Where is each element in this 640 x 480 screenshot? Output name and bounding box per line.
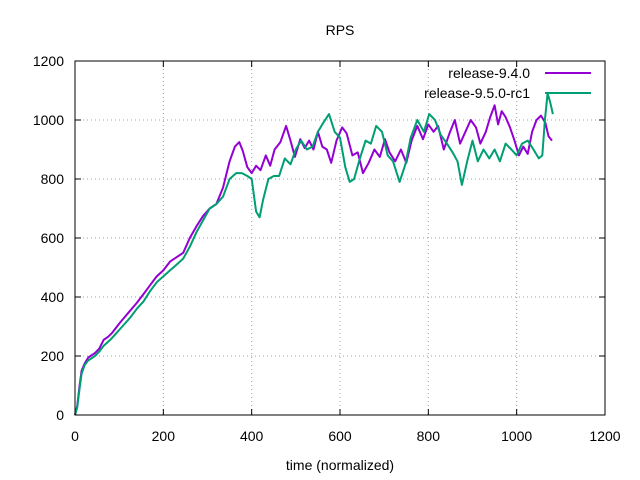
x-tick-label: 0: [71, 428, 79, 444]
y-tick-label: 0: [56, 407, 64, 423]
y-tick-label: 1200: [33, 53, 64, 69]
series-line-2: [74, 92, 554, 416]
series-line-1: [74, 104, 553, 416]
y-tick-label: 400: [41, 289, 65, 305]
y-tick-label: 600: [41, 230, 65, 246]
x-tick-label: 1200: [589, 428, 620, 444]
x-tick-label: 1000: [501, 428, 532, 444]
plot-frame: [74, 60, 606, 416]
legend-label-1: release-9.4.0: [448, 65, 530, 81]
x-tick-label: 800: [417, 428, 441, 444]
legend-label-2: release-9.5.0-rc1: [424, 85, 530, 101]
y-tick-label: 200: [41, 348, 65, 364]
y-axis-ticks: 0 200 400 600 800 1000 1200: [33, 53, 605, 423]
series-layer: [74, 92, 554, 416]
grid-lines: [75, 61, 605, 415]
y-tick-label: 800: [41, 171, 65, 187]
x-axis-ticks: 0 200 400 600 800 1000 1200: [71, 61, 621, 444]
legend: release-9.4.0 release-9.5.0-rc1: [424, 65, 591, 101]
chart-title: RPS: [326, 22, 355, 38]
x-tick-label: 600: [328, 428, 352, 444]
y-tick-label: 1000: [33, 112, 64, 128]
x-tick-label: 400: [240, 428, 264, 444]
x-axis-label: time (normalized): [286, 457, 394, 473]
x-tick-label: 200: [152, 428, 176, 444]
